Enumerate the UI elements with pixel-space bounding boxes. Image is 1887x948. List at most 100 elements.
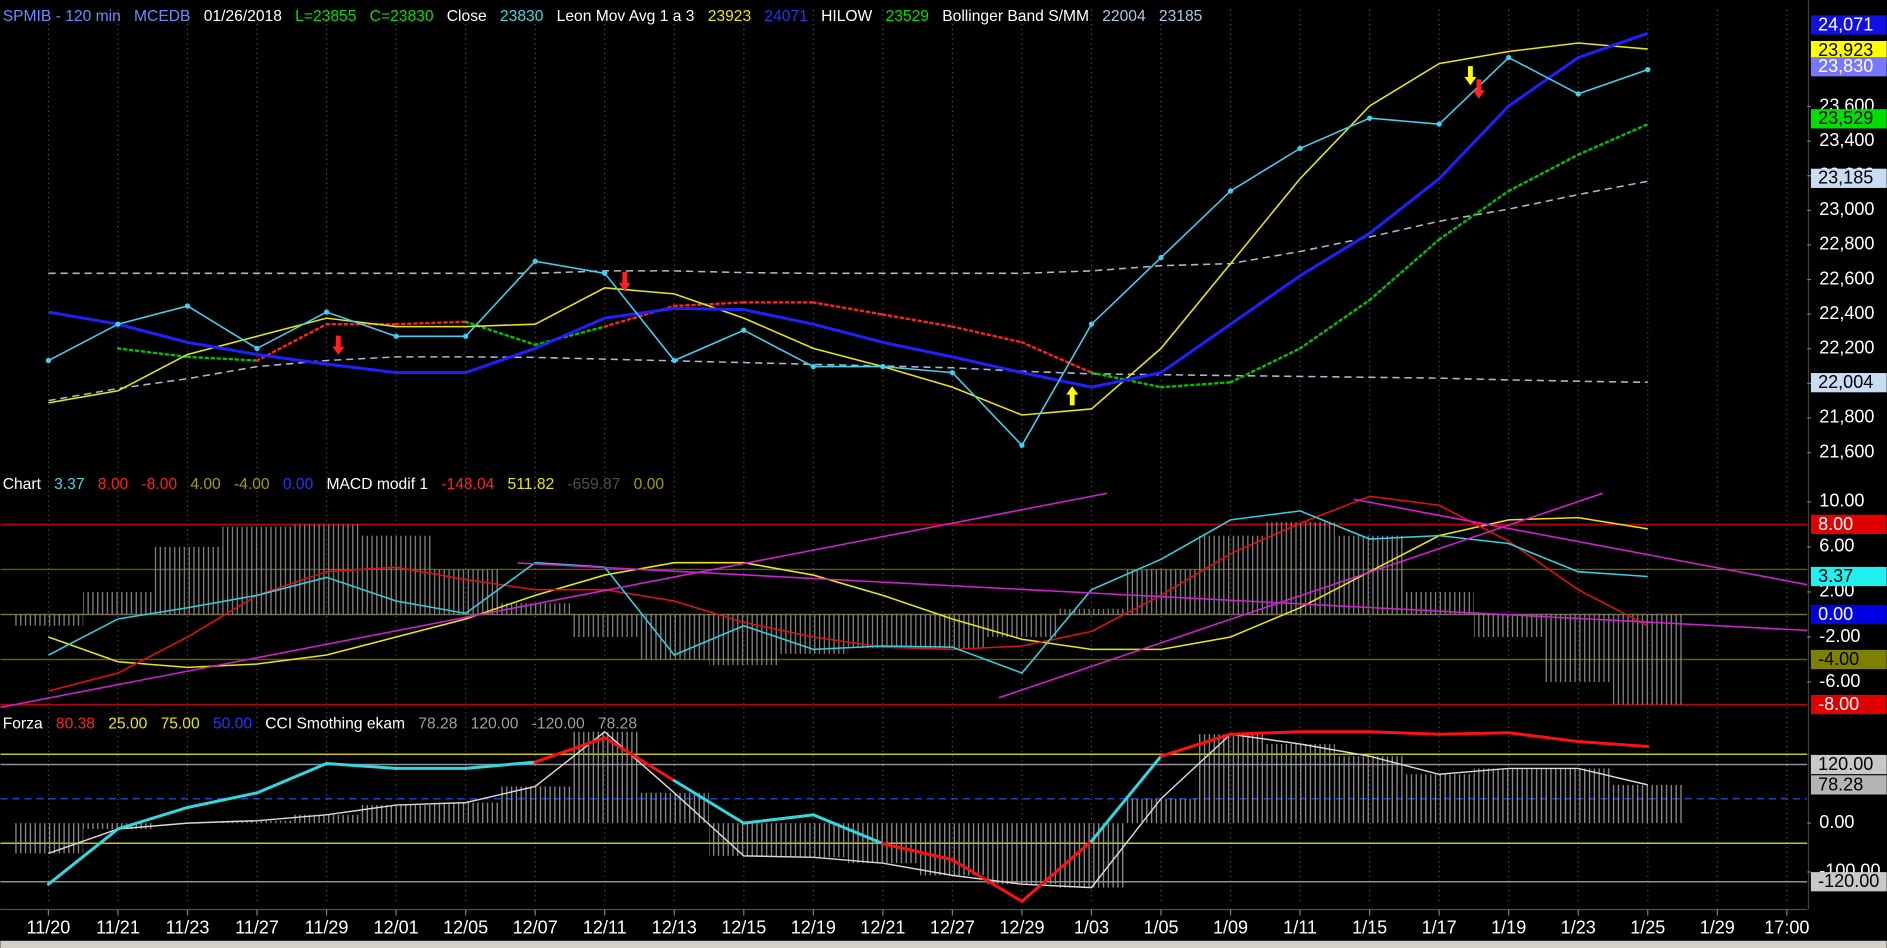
header-item: 24071 [764, 8, 807, 25]
header-item: Bollinger Band S/MM [942, 8, 1089, 25]
value-marker [1810, 109, 1887, 129]
value-marker [1810, 604, 1887, 625]
header-item: 0.00 [634, 476, 665, 493]
data-point [741, 327, 747, 333]
histogram-bar [639, 792, 710, 824]
histogram-bar [83, 591, 153, 615]
y-tick-label: 22,800 [1819, 234, 1874, 254]
data-point [949, 369, 956, 376]
header-item: MACD modif 1 [327, 476, 429, 493]
value-marker-label: 0.00 [1818, 604, 1853, 624]
histogram-bar [1404, 774, 1474, 824]
x-tick-label: 1/15 [1352, 918, 1387, 938]
sell-arrow [618, 271, 631, 292]
data-point [602, 270, 608, 276]
line-segment [116, 805, 190, 831]
histogram-bar [430, 802, 501, 824]
line-segment [742, 813, 815, 825]
histogram-bar [361, 535, 431, 615]
y-tick-label: -6.00 [1819, 671, 1860, 691]
header-item: L=23855 [295, 8, 357, 25]
sell-arrow [332, 335, 345, 355]
histogram-bar [1126, 798, 1196, 824]
data-point [1575, 91, 1581, 97]
histogram-outline [48, 730, 1648, 889]
histogram-bar [917, 823, 988, 876]
value-marker [1810, 649, 1887, 670]
header-item: C=23830 [370, 8, 434, 25]
line-segment [673, 301, 745, 308]
histogram-bar [152, 546, 223, 615]
histogram-bar [83, 823, 153, 829]
sell-arrow [1472, 79, 1485, 99]
panel [0, 730, 1808, 903]
x-tick-label: 11/21 [96, 918, 140, 938]
data-point [810, 363, 816, 370]
data-point [393, 333, 399, 339]
header-item: 75.00 [161, 715, 200, 732]
line-segment [1576, 740, 1650, 748]
header-item: 22004 [1102, 8, 1146, 25]
x-tick-label: 12/05 [443, 918, 488, 938]
header-item: SPMIB - 120 min [3, 8, 121, 25]
trendlines [0, 492, 1808, 709]
y-tick-label: 23,000 [1819, 199, 1874, 219]
y-tick-label: 10.00 [1819, 491, 1864, 511]
histogram-bar [1404, 591, 1474, 615]
line-segment [116, 347, 189, 359]
x-tick-label: 1/05 [1143, 918, 1178, 938]
histogram-bar [709, 823, 779, 856]
x-tick-label: 11/20 [27, 918, 71, 938]
histogram-bar [639, 614, 710, 660]
histogram-bar [778, 823, 849, 858]
value-marker-label: 23,830 [1818, 56, 1873, 76]
histogram-bar [1265, 522, 1335, 615]
panel [45, 31, 1651, 448]
header-item: 78.28 [598, 715, 637, 732]
x-tick-label: 1/09 [1213, 918, 1248, 938]
header-item: Chart [3, 476, 42, 493]
line-segment [46, 827, 120, 886]
value-marker [1810, 15, 1887, 35]
line-segment [1368, 238, 1441, 302]
data-point [532, 258, 538, 264]
data-point [1506, 54, 1512, 61]
histogram-bar [1265, 743, 1335, 824]
header-item: MCEDB [134, 8, 190, 25]
x-tick-label: 1/11 [1283, 918, 1317, 938]
header-item: HILOW [821, 8, 872, 25]
x-tick-label: 12/21 [860, 918, 905, 938]
x-tick-label: 12/29 [999, 918, 1044, 938]
y-tick-label: 23,400 [1819, 130, 1874, 150]
line-segment [1159, 381, 1232, 389]
line-segment [186, 791, 259, 809]
line-segment [881, 313, 954, 328]
histogram-bar [13, 614, 84, 626]
header-item: 23830 [500, 8, 544, 25]
value-marker [1810, 694, 1887, 715]
y-tick-label: 21,600 [1819, 441, 1874, 461]
line-segment [1159, 732, 1233, 758]
line-segment [881, 842, 954, 862]
data-point [45, 357, 52, 364]
line-segment [1368, 730, 1441, 736]
value-marker-label: -4.00 [1818, 649, 1859, 669]
value-marker [1810, 775, 1887, 795]
data-point [254, 345, 260, 352]
signal-arrow [1464, 66, 1477, 86]
x-tick-label: 1/19 [1491, 918, 1526, 938]
value-marker [1810, 168, 1887, 188]
histogram-bar [500, 603, 570, 615]
header-item: -8.00 [141, 476, 177, 493]
header-item: CCI Smothing ekam [265, 715, 405, 732]
header-item: Close [447, 8, 487, 25]
header-item: 80.38 [56, 715, 95, 732]
value-marker [1810, 57, 1887, 77]
series-line [48, 56, 1649, 447]
x-tick-label: 17:00 [1764, 918, 1809, 938]
series-line [48, 516, 1648, 669]
histogram-bar [1543, 768, 1613, 824]
x-tick-label: 1/03 [1074, 918, 1109, 938]
value-marker-label: 23,529 [1818, 108, 1873, 128]
